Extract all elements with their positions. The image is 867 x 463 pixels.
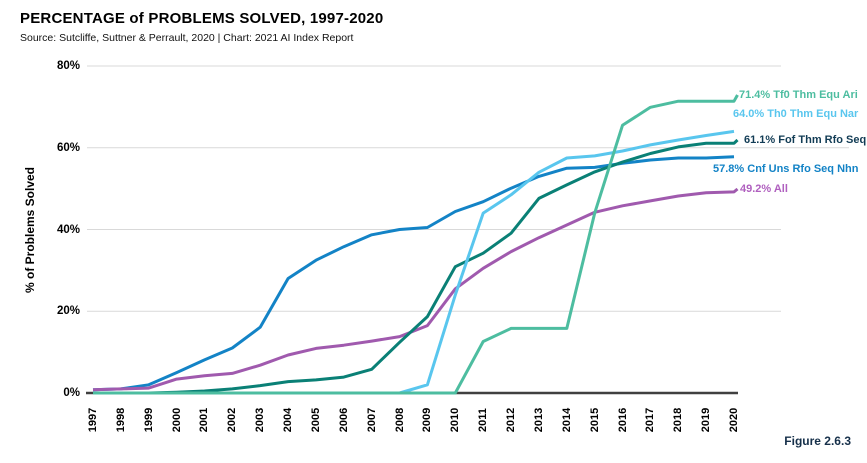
x-tick-label: 2016: [616, 407, 629, 433]
x-tick-label: 2006: [337, 407, 350, 433]
x-tick-label: 2018: [672, 407, 685, 433]
series-line-cnf-uns-rfo-seq-nhn: [92, 155, 735, 392]
y-tick-label: 60%: [56, 141, 80, 154]
source-line: Source: Sutcliffe, Suttner & Perrault, 2…: [20, 32, 354, 44]
x-tick-label: 2002: [226, 407, 239, 433]
x-tick-label: 2001: [198, 407, 211, 433]
page-title: PERCENTAGE of PROBLEMS SOLVED, 1997-2020: [20, 10, 384, 27]
x-tick-label: 2020: [728, 407, 740, 433]
x-tick-label: 2015: [588, 407, 601, 433]
x-tick-label: 2008: [393, 407, 406, 433]
x-tick-label: 2000: [170, 407, 183, 433]
x-tick-label: 2007: [365, 407, 378, 433]
series-line-all: [92, 187, 739, 392]
x-tick-label: 2014: [560, 407, 573, 433]
series-end-label-fof-thm-rfo-seq: 61.1% Fof Thm Rfo Seq: [744, 134, 867, 146]
x-tick-label: 2011: [477, 408, 490, 432]
series-line-tf0-thm-equ-ari: [93, 94, 739, 395]
x-tick-label: 1997: [87, 407, 99, 433]
series-end-label-all: 49.2% All: [740, 183, 788, 195]
x-tick-label: 2017: [644, 407, 657, 433]
figure-label: Figure 2.6.3: [784, 434, 851, 448]
series-line-fof-thm-rfo-seq: [93, 138, 739, 395]
x-tick-label: 1998: [114, 407, 127, 433]
x-tick-label: 2012: [505, 407, 518, 433]
x-tick-label: 2003: [254, 407, 267, 433]
y-tick-label: 40%: [56, 223, 80, 236]
x-tick-label: 2004: [282, 407, 295, 433]
x-tick-label: 2005: [309, 407, 322, 433]
series-end-label-th0-thm-equ-nar: 64.0% Th0 Thm Equ Nar: [733, 108, 859, 120]
y-tick-label: 80%: [56, 60, 80, 72]
y-tick-label: 20%: [56, 305, 80, 318]
x-tick-label: 2019: [700, 407, 713, 433]
series-line-th0-thm-equ-nar: [93, 129, 735, 395]
x-tick-label: 2010: [449, 407, 462, 433]
x-tick-label: 2013: [532, 407, 545, 433]
y-tick-label: 0%: [63, 387, 80, 399]
series-end-label-tf0-thm-equ-ari: 71.4% Tf0 Thm Equ Ari: [739, 89, 858, 101]
x-tick-label: 2009: [421, 407, 434, 433]
x-tick-label: 1999: [142, 407, 155, 433]
series-end-label-cnf-uns-rfo-seq-nhn: 57.8% Cnf Uns Rfo Seq Nhn: [713, 163, 859, 175]
